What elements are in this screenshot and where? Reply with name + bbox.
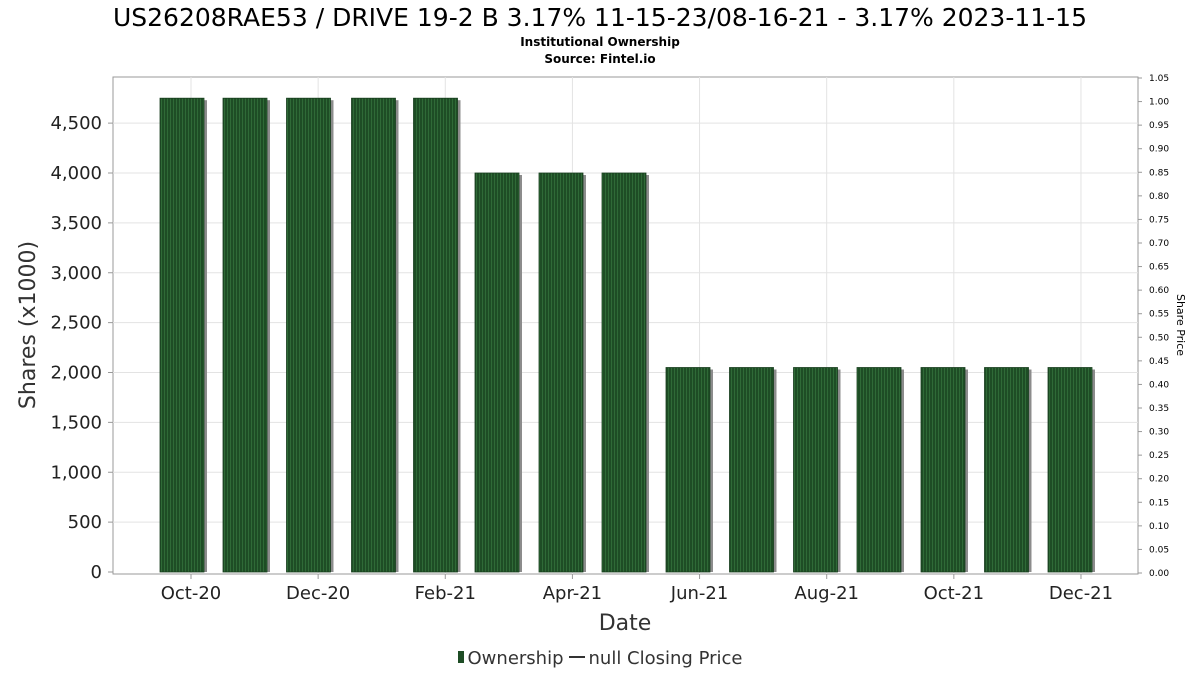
y-tick-label: 2,000 (50, 363, 102, 384)
x-tick-label: Oct-21 (924, 583, 985, 604)
legend-price-swatch (568, 656, 585, 658)
y-right-tick-label: 0.40 (1149, 380, 1169, 390)
ownership-bar (159, 97, 205, 573)
y-right-tick-label: 0.15 (1149, 498, 1169, 508)
y-right-tick-label: 0.95 (1149, 121, 1169, 131)
legend-price-label: null Closing Price (588, 648, 743, 669)
chart-subtitle: Institutional Ownership (520, 35, 680, 49)
x-tick-label: Jun-21 (670, 583, 729, 604)
y-right-tick-label: 0.30 (1149, 428, 1169, 438)
x-tick-label: Feb-21 (415, 583, 476, 604)
y-tick-label: 1,500 (50, 412, 102, 433)
chart-title: US26208RAE53 / DRIVE 19-2 B 3.17% 11-15-… (112, 3, 1087, 32)
y-axis-title-right: Share Price (1174, 294, 1187, 356)
x-axis-title: Date (599, 611, 652, 636)
ownership-bar (538, 172, 584, 573)
ownership-bar (856, 367, 902, 573)
ownership-bar (920, 367, 966, 573)
y-right-tick-label: 0.85 (1149, 168, 1169, 178)
y-right-tick-label: 0.55 (1149, 310, 1169, 320)
y-right-tick-label: 0.70 (1149, 239, 1169, 249)
y-right-tick-label: 0.65 (1149, 263, 1169, 273)
ownership-bar (793, 367, 838, 573)
y-right-tick-label: 0.90 (1149, 145, 1169, 155)
ownership-bar (729, 367, 774, 573)
ownership-bar (474, 172, 520, 573)
x-tick-label: Aug-21 (794, 583, 859, 604)
ownership-bar (984, 367, 1029, 573)
y-right-tick-label: 0.25 (1149, 451, 1169, 461)
y-tick-label: 4,500 (50, 113, 102, 134)
y-tick-label: 0 (91, 562, 102, 583)
y-right-tick-label: 0.10 (1149, 522, 1169, 532)
x-tick-label: Apr-21 (543, 583, 602, 604)
y-tick-label: 3,000 (50, 263, 102, 284)
y-tick-label: 500 (68, 512, 102, 533)
ownership-bar (413, 97, 458, 573)
y-right-tick-label: 0.60 (1149, 286, 1169, 296)
y-right-tick-label: 0.05 (1149, 545, 1169, 555)
y-tick-label: 1,000 (50, 462, 102, 483)
x-tick-label: Dec-20 (286, 583, 350, 604)
chart-source: Source: Fintel.io (544, 52, 656, 66)
y-right-tick-label: 1.00 (1149, 98, 1169, 108)
y-right-tick-label: 1.05 (1149, 74, 1169, 84)
x-tick-label: Oct-20 (161, 583, 222, 604)
ownership-bar (222, 97, 268, 573)
y-tick-label: 4,000 (50, 163, 102, 184)
y-axis-title: Shares (x1000) (16, 241, 41, 409)
legend: Ownership null Closing Price (0, 648, 1200, 670)
ownership-bar (286, 97, 331, 573)
y-right-tick-label: 0.00 (1149, 569, 1169, 579)
y-tick-label: 2,500 (50, 313, 102, 334)
ownership-bar (665, 367, 711, 573)
y-right-tick-label: 0.75 (1149, 215, 1169, 225)
legend-ownership-label: Ownership (467, 648, 564, 669)
ownership-bar (351, 97, 396, 573)
y-right-tick-label: 0.50 (1149, 333, 1169, 343)
y-right-tick-label: 0.45 (1149, 357, 1169, 367)
x-tick-label: Dec-21 (1049, 583, 1113, 604)
ownership-bar (601, 172, 647, 573)
ownership-bar (1047, 367, 1093, 573)
legend-ownership-swatch (457, 651, 464, 663)
y-tick-label: 3,500 (50, 213, 102, 234)
y-right-tick-label: 0.35 (1149, 404, 1169, 414)
y-right-tick-label: 0.20 (1149, 475, 1169, 485)
y-right-tick-label: 0.80 (1149, 192, 1169, 202)
